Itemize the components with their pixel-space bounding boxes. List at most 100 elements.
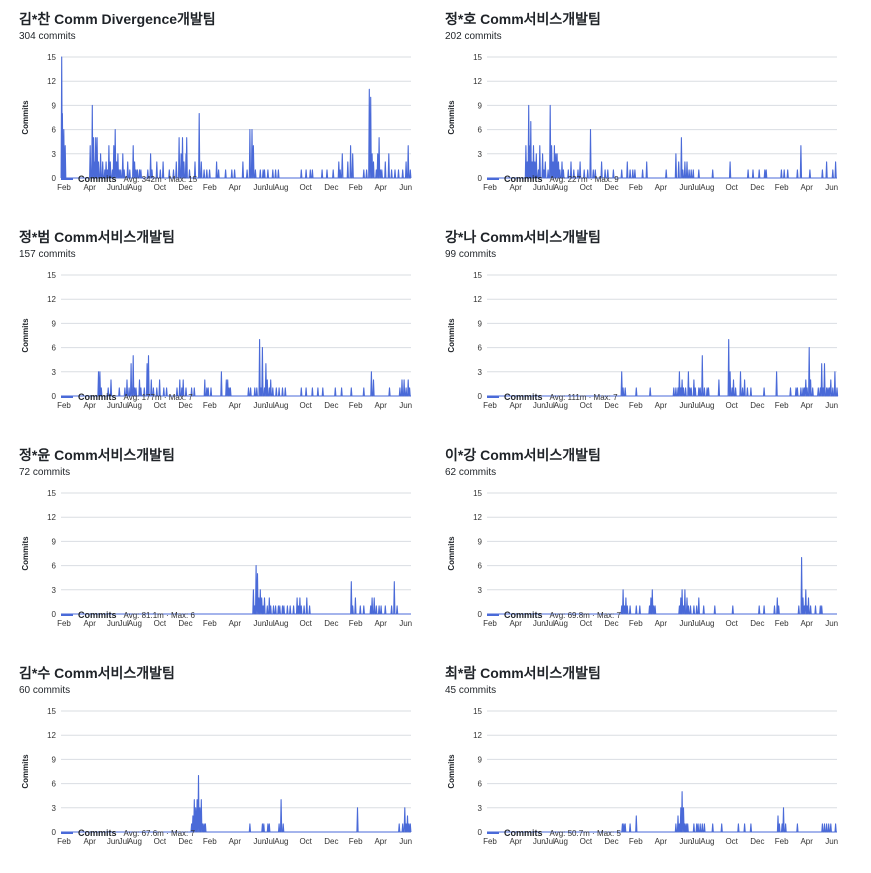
- x-tick-label: Apr: [229, 619, 242, 628]
- x-tick-label: Jun: [107, 837, 120, 846]
- x-tick-label: Feb: [203, 619, 217, 628]
- x-tick-label: Aug: [128, 837, 142, 846]
- x-tick-label: Jul: [264, 837, 274, 846]
- y-tick-label: 0: [478, 174, 483, 183]
- x-tick-label: Jul: [545, 619, 555, 628]
- x-tick-label: Oct: [580, 401, 593, 410]
- x-tick-label: Dec: [178, 837, 192, 846]
- y-tick-label: 15: [473, 53, 482, 62]
- x-tick-label: Apr: [229, 401, 242, 410]
- y-axis-label: Commits: [21, 536, 30, 571]
- x-tick-label: Feb: [349, 837, 363, 846]
- x-tick-label: Apr: [83, 619, 96, 628]
- y-tick-label: 3: [52, 804, 57, 813]
- x-tick-label: Jun: [107, 401, 120, 410]
- y-axis-label: Commits: [447, 754, 456, 789]
- commit-count: 60 commits: [19, 685, 71, 696]
- y-tick-label: 3: [478, 368, 483, 377]
- x-tick-label: Oct: [299, 183, 312, 192]
- x-tick-label: Oct: [299, 401, 312, 410]
- x-tick-label: Jun: [107, 619, 120, 628]
- x-tick-label: Feb: [57, 401, 71, 410]
- x-tick-label: Jul: [545, 183, 555, 192]
- legend-stats: Avg: 69.8m · Max: 7: [549, 610, 621, 620]
- y-axis-label: Commits: [21, 318, 30, 353]
- x-tick-label: Feb: [57, 183, 71, 192]
- legend-stats: Avg: 342m · Max: 15: [123, 174, 198, 184]
- x-tick-label: Feb: [629, 619, 643, 628]
- x-tick-label: Feb: [629, 401, 643, 410]
- y-axis-label: Commits: [447, 318, 456, 353]
- y-tick-label: 12: [47, 513, 56, 522]
- y-tick-label: 6: [478, 344, 483, 353]
- legend-swatch: [487, 396, 499, 398]
- y-tick-label: 6: [52, 780, 57, 789]
- y-axis-label: Commits: [447, 100, 456, 135]
- x-tick-label: Oct: [154, 619, 167, 628]
- legend-label: Commits: [504, 174, 543, 184]
- x-tick-label: Dec: [604, 619, 618, 628]
- x-tick-label: Feb: [483, 183, 497, 192]
- series-line-commits: [487, 338, 839, 397]
- y-tick-label: 0: [478, 610, 483, 619]
- x-tick-label: Apr: [800, 183, 813, 192]
- y-tick-label: 15: [473, 707, 482, 716]
- y-tick-label: 0: [52, 610, 57, 619]
- x-tick-label: Apr: [374, 183, 387, 192]
- x-tick-label: Aug: [700, 183, 714, 192]
- y-tick-label: 6: [52, 126, 57, 135]
- legend: Commits Avg: 81.1m · Max: 6: [61, 610, 195, 620]
- x-tick-label: Apr: [800, 619, 813, 628]
- y-tick-label: 9: [52, 755, 57, 764]
- legend-stats: Avg: 67.6m · Max: 7: [123, 828, 195, 838]
- y-tick-label: 9: [52, 537, 57, 546]
- x-tick-label: Oct: [725, 401, 738, 410]
- x-tick-label: Dec: [178, 183, 192, 192]
- legend-label: Commits: [78, 174, 117, 184]
- x-tick-label: Jun: [533, 401, 546, 410]
- x-tick-label: Apr: [83, 401, 96, 410]
- x-tick-label: Apr: [800, 401, 813, 410]
- x-tick-label: Jul: [119, 401, 129, 410]
- y-tick-label: 9: [52, 101, 57, 110]
- x-tick-label: Feb: [483, 837, 497, 846]
- x-tick-label: Oct: [154, 183, 167, 192]
- x-tick-label: Oct: [299, 619, 312, 628]
- legend-stats: Avg: 81.1m · Max: 6: [123, 610, 195, 620]
- x-tick-label: Jun: [253, 183, 266, 192]
- chart-panel: 이*강 Comm서비스개발팀 62 commits 0 3 6 9 12 15 Commits F…: [445, 446, 845, 646]
- x-tick-label: Jun: [825, 401, 838, 410]
- x-tick-label: Apr: [509, 183, 522, 192]
- x-tick-label: Aug: [700, 401, 714, 410]
- y-tick-label: 15: [473, 489, 482, 498]
- x-tick-label: Feb: [349, 619, 363, 628]
- x-tick-label: Feb: [775, 619, 789, 628]
- x-tick-label: Dec: [178, 619, 192, 628]
- x-tick-label: Aug: [554, 837, 568, 846]
- x-tick-label: Dec: [178, 401, 192, 410]
- y-tick-label: 12: [473, 513, 482, 522]
- x-tick-label: Oct: [725, 183, 738, 192]
- x-tick-label: Aug: [700, 837, 714, 846]
- x-tick-label: Feb: [775, 401, 789, 410]
- y-tick-label: 12: [47, 295, 56, 304]
- x-tick-label: Apr: [509, 619, 522, 628]
- x-tick-label: Jun: [253, 401, 266, 410]
- x-tick-label: Jul: [264, 619, 274, 628]
- x-tick-label: Oct: [580, 183, 593, 192]
- x-tick-label: Aug: [274, 837, 288, 846]
- x-tick-label: Dec: [324, 183, 338, 192]
- chart-panel: 정*범 Comm서비스개발팀 157 commits 0 3 6 9 12 15 Commits…: [19, 228, 419, 428]
- x-tick-label: Aug: [274, 183, 288, 192]
- x-tick-label: Jun: [399, 619, 412, 628]
- legend: Commits Avg: 69.8m · Max: 7: [487, 610, 621, 620]
- x-tick-label: Aug: [274, 619, 288, 628]
- x-tick-label: Jun: [533, 183, 546, 192]
- y-tick-label: 0: [478, 392, 483, 401]
- x-tick-label: Jul: [690, 837, 700, 846]
- y-tick-label: 9: [478, 101, 483, 110]
- x-tick-label: Apr: [655, 619, 668, 628]
